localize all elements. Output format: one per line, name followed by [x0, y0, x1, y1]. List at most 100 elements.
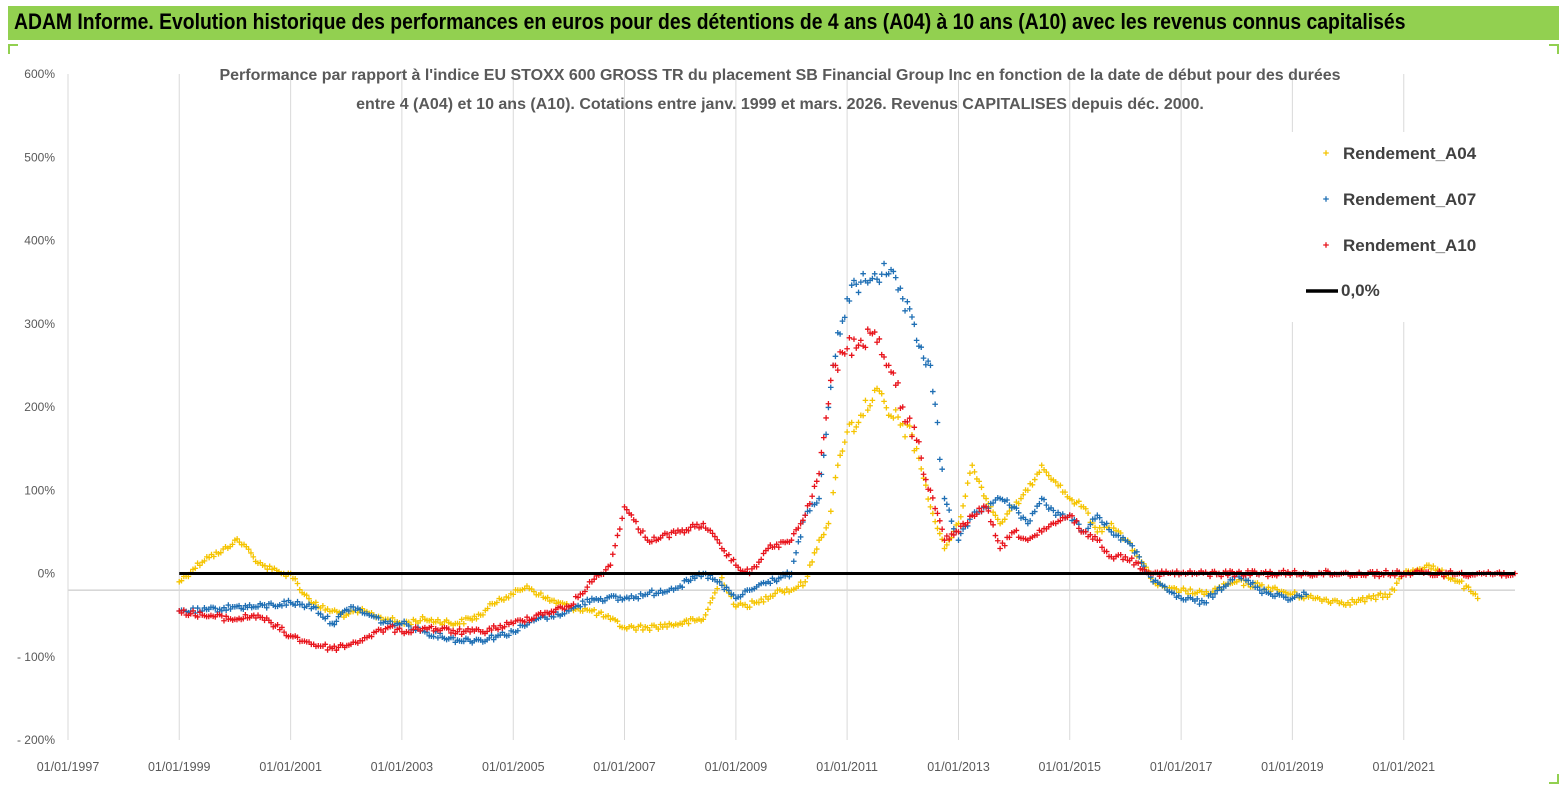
data-point-A07	[739, 591, 746, 598]
data-point-A04	[473, 616, 480, 622]
data-point-A04	[1076, 498, 1082, 505]
data-point-A10	[524, 614, 530, 620]
data-point-A10	[617, 526, 623, 532]
chart-title-line1: Performance par rapport à l'indice EU ST…	[219, 67, 1340, 84]
data-point-A04	[313, 599, 319, 606]
data-point-A07	[357, 606, 363, 613]
data-point-A04	[990, 509, 996, 515]
data-point-A07	[930, 388, 936, 395]
data-point-A07	[324, 613, 331, 620]
data-point-A04	[712, 590, 718, 596]
data-point-A04	[1474, 595, 1481, 602]
data-point-A07	[1259, 590, 1265, 597]
data-point-A10	[450, 627, 456, 634]
data-point-A04	[1052, 479, 1059, 485]
data-point-A10	[1069, 513, 1075, 519]
data-point-A04	[839, 448, 846, 454]
data-point-A07	[925, 358, 931, 364]
data-point-A04	[1386, 591, 1393, 598]
legend: Rendement_A04 Rendement_A07 Rendement_A10 0…	[1280, 132, 1504, 322]
data-point-A04	[417, 617, 424, 624]
data-point-A10	[760, 550, 767, 557]
data-point-A04	[197, 562, 203, 569]
data-point-A10	[666, 534, 673, 541]
data-point-A04	[932, 518, 938, 525]
data-point-A07	[823, 431, 829, 438]
data-point-A07	[878, 271, 885, 278]
data-point-A04	[1173, 586, 1180, 592]
data-point-A10	[1034, 532, 1040, 538]
data-point-A07	[1303, 591, 1309, 598]
data-point-A10	[709, 530, 716, 537]
data-point-A04	[825, 520, 832, 527]
data-point-A04	[1045, 472, 1052, 479]
data-point-A04	[510, 591, 517, 598]
data-point-A10	[825, 400, 832, 407]
data-point-A07	[1015, 510, 1022, 516]
data-point-A07	[892, 274, 899, 281]
data-point-A10	[730, 556, 737, 563]
data-point-A07	[909, 314, 915, 320]
y-tick-label: 100%	[24, 483, 55, 497]
data-point-A07	[299, 601, 305, 608]
data-point-A04	[770, 593, 776, 600]
chart-title-line2: entre 4 (A04) et 10 ans (A10). Cotations…	[356, 96, 1204, 113]
data-point-A07	[430, 633, 437, 640]
data-point-A10	[712, 533, 718, 540]
data-point-A07	[927, 362, 934, 369]
data-point-A07	[767, 580, 774, 587]
data-point-A07	[450, 634, 456, 641]
data-point-A10	[253, 615, 259, 621]
data-point-A07	[918, 344, 925, 351]
data-point-A04	[756, 599, 762, 606]
data-point-A10	[428, 623, 435, 630]
data-point-A10	[818, 449, 825, 456]
data-point-A10	[937, 518, 943, 524]
data-point-A07	[1031, 508, 1038, 515]
y-tick-label: 0%	[38, 567, 56, 581]
data-point-A07	[871, 271, 878, 277]
data-point-A07	[716, 579, 723, 585]
chart: 600% 500% 400% 300% 200% 100% 0% - 100% - 200% 0…	[17, 67, 1518, 774]
data-point-A10	[281, 629, 287, 635]
data-point-A04	[860, 412, 866, 419]
data-point-A10	[445, 626, 452, 632]
y-tick-label: - 100%	[17, 650, 55, 664]
data-point-A10	[985, 508, 992, 514]
data-point-A07	[283, 602, 290, 608]
data-point-A04	[218, 549, 224, 556]
data-point-A07	[1283, 594, 1289, 601]
data-point-A04	[538, 590, 544, 596]
data-point-A04	[646, 627, 653, 634]
data-point-A07	[236, 602, 242, 609]
corner-handle-top-left[interactable]	[8, 44, 18, 54]
data-point-A07	[350, 604, 357, 610]
data-point-A04	[906, 423, 913, 429]
data-point-A10	[322, 641, 329, 648]
data-point-A10	[823, 415, 829, 421]
data-point-A10	[396, 625, 403, 632]
data-point-A10	[392, 629, 398, 636]
data-point-A10	[773, 541, 780, 548]
data-point-A07	[582, 601, 588, 608]
data-point-A07	[932, 401, 938, 408]
data-point-A07	[1085, 525, 1091, 532]
data-point-A07	[827, 384, 834, 391]
data-point-A07	[773, 578, 780, 585]
data-point-A10	[633, 518, 639, 525]
data-point-A04	[389, 615, 396, 621]
data-point-A04	[1108, 520, 1115, 527]
data-point-A04	[1187, 586, 1194, 592]
data-point-A04	[1099, 528, 1105, 535]
data-point-A10	[240, 615, 247, 622]
data-point-A07	[990, 500, 996, 506]
data-point-A10	[841, 351, 848, 357]
data-point-A10	[221, 617, 227, 624]
data-point-A10	[1001, 542, 1008, 549]
data-point-A07	[874, 276, 880, 282]
data-point-A10	[932, 505, 938, 512]
data-point-A04	[640, 627, 646, 633]
corner-handle-bottom-right[interactable]	[1549, 774, 1559, 784]
y-tick-label: 500%	[24, 150, 55, 164]
corner-handle-top-right[interactable]	[1549, 44, 1559, 54]
